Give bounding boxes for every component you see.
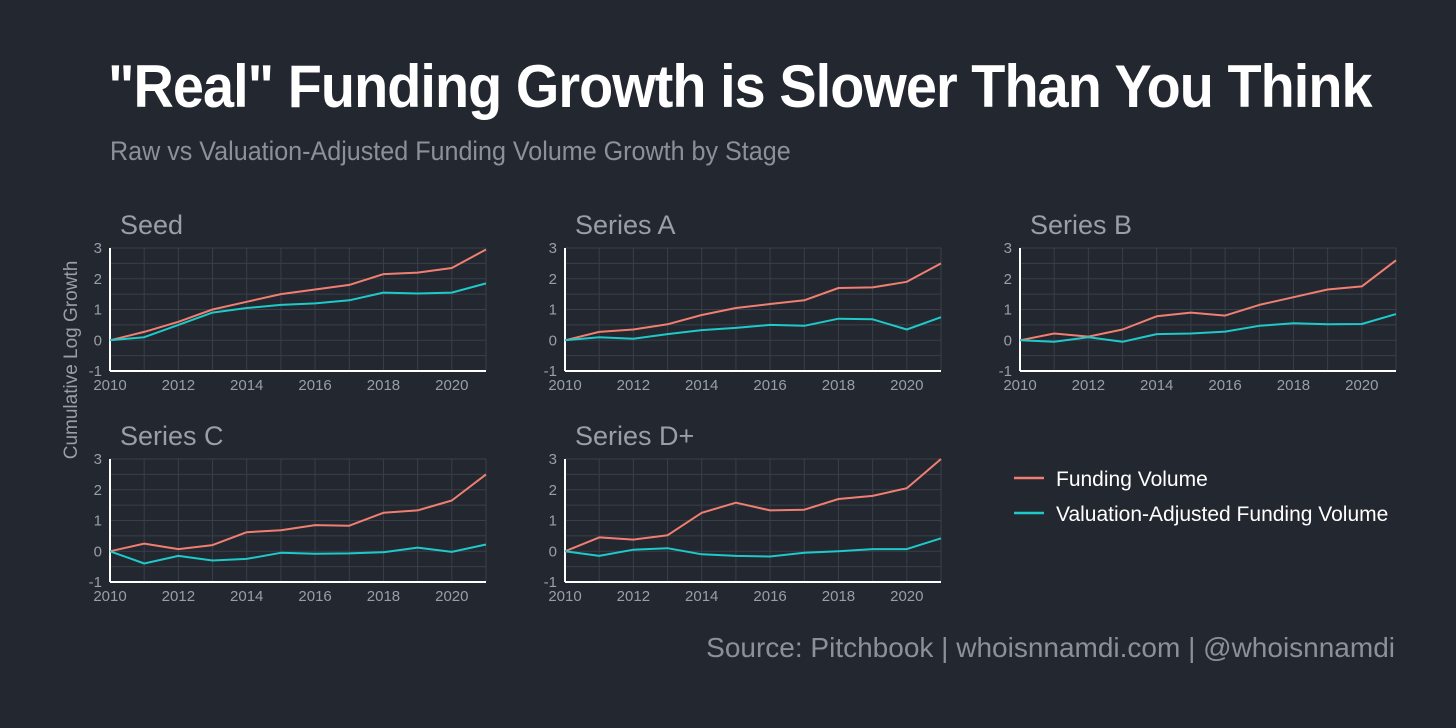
chart-title: "Real" Funding Growth is Slower Than You… <box>108 53 1373 120</box>
x-tick-label: 2014 <box>685 377 718 394</box>
y-axis-label: Cumulative Log Growth <box>61 261 82 460</box>
chart-subtitle: Raw vs Valuation-Adjusted Funding Volume… <box>110 136 791 166</box>
y-tick-label: 2 <box>94 271 102 288</box>
source-caption: Source: Pitchbook | whoisnnamdi.com | @w… <box>706 632 1395 663</box>
y-tick-label: -1 <box>89 574 102 591</box>
y-tick-label: 1 <box>1004 302 1012 319</box>
x-tick-label: 2012 <box>162 377 195 394</box>
x-tick-label: 2014 <box>1140 377 1173 394</box>
funding-volume-line <box>564 458 942 553</box>
x-tick-label: 2010 <box>93 588 126 605</box>
y-tick-label: 0 <box>549 332 557 349</box>
y-tick-label: 0 <box>94 332 102 349</box>
panel-seed: Seed -1 0 1 2 3 2010 2012 2014 2016 2018 2020 <box>89 210 487 394</box>
y-tick-label: 2 <box>1004 271 1012 288</box>
y-tick-label: 2 <box>94 482 102 499</box>
panel-series-c: Series C -1 0 1 2 3 2010 2012 2014 2016 2018 2020 <box>89 421 487 605</box>
y-tick-label: 3 <box>549 451 557 468</box>
adjusted-funding-volume-line <box>109 543 487 565</box>
x-tick-label: 2018 <box>367 588 400 605</box>
adjusted-funding-volume-line <box>1019 313 1397 343</box>
x-tick-label: 2016 <box>298 377 331 394</box>
y-tick-label: 2 <box>549 482 557 499</box>
panel-title: Series A <box>575 210 676 240</box>
panel-title: Series D+ <box>575 421 694 451</box>
panel-series-b: Series B -1 0 1 2 3 2010 2012 2014 2016 2018 2020 <box>999 210 1397 394</box>
x-tick-label: 2018 <box>367 377 400 394</box>
y-tick-label: 3 <box>549 240 557 257</box>
y-tick-label: 3 <box>94 240 102 257</box>
x-tick-label: 2016 <box>753 588 786 605</box>
panel-series-d: Series D+ -1 0 1 2 3 2010 2012 2014 2016 2018 2020 <box>544 421 942 605</box>
adjusted-funding-volume-line <box>564 537 942 558</box>
y-tick-label: 1 <box>94 302 102 319</box>
panel-series-a: Series A -1 0 1 2 3 2010 2012 2014 2016 2018 2020 <box>544 210 942 394</box>
x-tick-label: 2014 <box>230 588 263 605</box>
x-tick-label: 2020 <box>1345 377 1378 394</box>
panel-title: Series B <box>1030 210 1132 240</box>
x-tick-label: 2012 <box>617 588 650 605</box>
x-tick-label: 2018 <box>822 377 855 394</box>
y-tick-label: 1 <box>549 302 557 319</box>
funding-volume-line <box>109 248 487 342</box>
x-tick-label: 2010 <box>548 588 581 605</box>
y-tick-label: 0 <box>94 543 102 560</box>
x-tick-label: 2014 <box>685 588 718 605</box>
y-tick-label: 1 <box>549 513 557 530</box>
adjusted-funding-volume-line <box>564 316 942 342</box>
x-tick-label: 2016 <box>753 377 786 394</box>
funding-volume-line <box>1019 259 1397 342</box>
y-tick-label: -1 <box>544 363 557 380</box>
x-tick-label: 2016 <box>1208 377 1241 394</box>
funding-volume-line <box>109 473 487 553</box>
panel-title: Series C <box>120 421 224 451</box>
legend: Funding Volume Valuation-Adjusted Funding… <box>1014 468 1388 526</box>
y-tick-label: -1 <box>999 363 1012 380</box>
legend-label: Funding Volume <box>1056 468 1208 491</box>
y-tick-label: 1 <box>94 513 102 530</box>
panel-title: Seed <box>120 210 183 240</box>
y-tick-label: -1 <box>89 363 102 380</box>
x-tick-label: 2020 <box>890 588 923 605</box>
x-tick-label: 2016 <box>298 588 331 605</box>
y-tick-label: -1 <box>544 574 557 591</box>
x-tick-label: 2010 <box>1003 377 1036 394</box>
x-tick-label: 2012 <box>1072 377 1105 394</box>
x-tick-label: 2010 <box>93 377 126 394</box>
x-tick-label: 2020 <box>890 377 923 394</box>
legend-label: Valuation-Adjusted Funding Volume <box>1056 503 1388 526</box>
adjusted-funding-volume-line <box>109 282 487 342</box>
x-tick-label: 2012 <box>162 588 195 605</box>
y-tick-label: 3 <box>1004 240 1012 257</box>
x-tick-label: 2012 <box>617 377 650 394</box>
y-tick-label: 0 <box>549 543 557 560</box>
y-tick-label: 3 <box>94 451 102 468</box>
x-tick-label: 2018 <box>822 588 855 605</box>
x-tick-label: 2018 <box>1277 377 1310 394</box>
y-tick-label: 0 <box>1004 332 1012 349</box>
x-tick-label: 2020 <box>435 588 468 605</box>
y-tick-label: 2 <box>549 271 557 288</box>
x-tick-label: 2020 <box>435 377 468 394</box>
x-tick-label: 2010 <box>548 377 581 394</box>
x-tick-label: 2014 <box>230 377 263 394</box>
funding-volume-line <box>564 262 942 342</box>
